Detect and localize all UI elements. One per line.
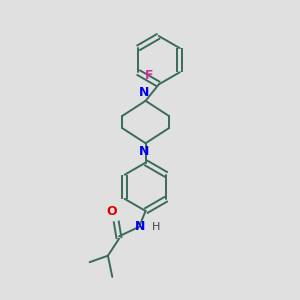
Text: H: H xyxy=(152,222,160,233)
Text: O: O xyxy=(107,205,117,218)
Text: N: N xyxy=(139,145,150,158)
Text: N: N xyxy=(135,220,146,233)
Text: N: N xyxy=(139,86,150,99)
Text: F: F xyxy=(144,69,153,82)
